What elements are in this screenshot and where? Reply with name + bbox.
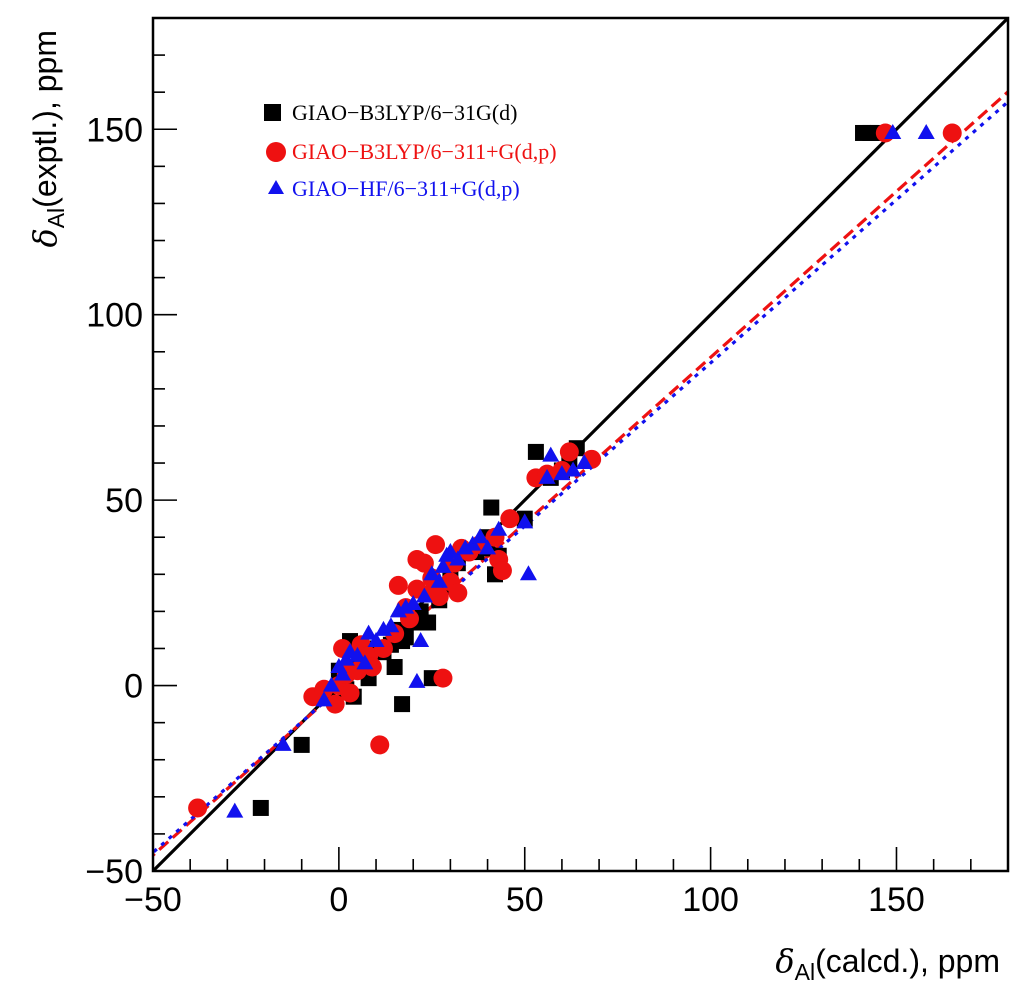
data-point-triangle bbox=[415, 587, 433, 603]
data-point-triangle bbox=[274, 735, 292, 751]
x-axis-ticks bbox=[152, 847, 1009, 871]
data-point-triangle bbox=[367, 632, 385, 648]
data-point-triangle bbox=[430, 572, 448, 588]
data-point-circle bbox=[426, 535, 446, 555]
y-tick-label: 0 bbox=[124, 668, 143, 706]
data-point-triangle bbox=[490, 520, 508, 536]
data-point-triangle bbox=[356, 654, 374, 670]
data-point-triangle bbox=[360, 624, 378, 640]
x-axis-title-text: (calcd.), ppm bbox=[815, 943, 1000, 979]
y-tick-label: 100 bbox=[86, 297, 143, 335]
data-point-triangle bbox=[408, 672, 426, 688]
data-point-square bbox=[420, 614, 437, 631]
data-point-triangle bbox=[226, 802, 244, 818]
data-point-triangle bbox=[479, 539, 497, 555]
x-tick-label: 0 bbox=[329, 881, 348, 919]
data-point-triangle bbox=[542, 446, 560, 462]
legend-label-b3lyp-6311gdp: GIAO−B3LYP/6−311+G(d,p) bbox=[292, 139, 557, 164]
data-point-triangle bbox=[434, 557, 452, 573]
legend-label-b3lyp-631gd: GIAO−B3LYP/6−31G(d) bbox=[292, 100, 518, 125]
data-point-triangle bbox=[315, 691, 333, 707]
y-axis-tick-labels: −50 0 50 100 150 bbox=[85, 111, 143, 891]
legend-marker-circle bbox=[266, 142, 286, 162]
data-point-circle bbox=[388, 575, 408, 595]
data-point-triangle bbox=[471, 528, 489, 544]
data-point-triangle bbox=[917, 123, 935, 139]
data-point-triangle bbox=[575, 454, 593, 470]
y-axis-title-symbol: δ bbox=[26, 228, 64, 247]
plot-frame bbox=[151, 16, 1010, 873]
data-point-square bbox=[386, 659, 403, 676]
y-tick-label: −50 bbox=[85, 853, 143, 891]
data-point-circle bbox=[500, 509, 520, 529]
data-point-circle bbox=[433, 668, 453, 688]
data-point-circle bbox=[559, 442, 579, 462]
data-point-triangle bbox=[519, 565, 537, 581]
data-point-triangle bbox=[449, 550, 467, 566]
x-axis-title-subscript: Al bbox=[795, 959, 815, 985]
data-point-triangle bbox=[884, 123, 902, 139]
data-point-triangle bbox=[538, 468, 556, 484]
x-tick-label: 50 bbox=[506, 881, 544, 919]
data-point-triangle bbox=[348, 646, 366, 662]
data-point-triangle bbox=[382, 617, 400, 633]
data-point-square bbox=[527, 443, 544, 460]
x-axis-tick-labels: −50 0 50 100 150 bbox=[124, 881, 925, 919]
data-points bbox=[188, 123, 962, 818]
y-axis-title: δAl(exptl.), ppm bbox=[26, 30, 69, 248]
legend-marker-square bbox=[264, 104, 281, 121]
data-point-circle bbox=[429, 587, 449, 607]
x-axis-title: δAl(calcd.), ppm bbox=[775, 942, 1000, 985]
fit-line-dotted bbox=[153, 99, 1008, 855]
x-tick-label: 100 bbox=[682, 881, 739, 919]
legend-label-hf-6311gdp: GIAO−HF/6−311+G(d,p) bbox=[292, 176, 520, 201]
data-point-circle bbox=[370, 735, 390, 755]
y-tick-label: 150 bbox=[86, 111, 143, 149]
data-point-triangle bbox=[441, 543, 459, 559]
x-axis-title-symbol: δ bbox=[775, 942, 794, 980]
data-point-triangle bbox=[334, 665, 352, 681]
data-point-triangle bbox=[516, 513, 534, 529]
data-point-square bbox=[394, 696, 411, 713]
y-axis-ticks bbox=[153, 17, 177, 872]
y-tick-label: 50 bbox=[105, 482, 143, 520]
data-point-triangle bbox=[404, 594, 422, 610]
data-point-circle bbox=[325, 694, 345, 714]
legend: GIAO−B3LYP/6−31G(d) GIAO−B3LYP/6−311+G(d… bbox=[264, 100, 557, 201]
y-axis-title-text: (exptl.), ppm bbox=[27, 30, 63, 208]
series-triangle bbox=[226, 123, 935, 818]
data-point-circle bbox=[492, 561, 512, 581]
data-point-circle bbox=[942, 123, 962, 143]
data-point-circle bbox=[340, 683, 360, 703]
x-tick-label: 150 bbox=[868, 881, 925, 919]
data-point-circle bbox=[188, 798, 208, 818]
data-point-triangle bbox=[564, 461, 582, 477]
data-point-triangle bbox=[322, 676, 340, 692]
legend-marker-triangle bbox=[268, 180, 284, 194]
data-point-square bbox=[252, 799, 269, 816]
y-axis-title-subscript: Al bbox=[43, 208, 69, 228]
data-point-square bbox=[483, 499, 500, 516]
data-point-square bbox=[293, 736, 310, 753]
x-tick-label: −50 bbox=[124, 881, 182, 919]
data-point-triangle bbox=[423, 565, 441, 581]
data-point-circle bbox=[414, 553, 434, 573]
data-point-triangle bbox=[412, 632, 430, 648]
data-point-circle bbox=[448, 583, 468, 603]
